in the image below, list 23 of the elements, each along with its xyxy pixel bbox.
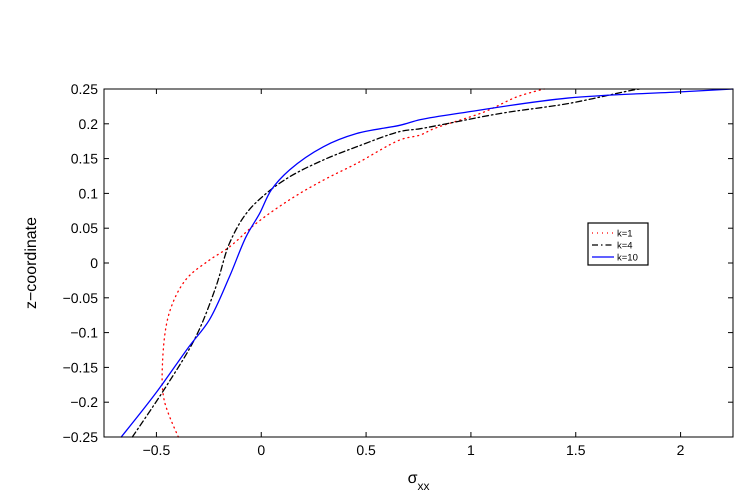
line-series bbox=[120, 88, 734, 438]
x-axis-title: σ$_{xx}$ bbox=[408, 470, 430, 493]
y-tick-label: 0.1 bbox=[78, 185, 98, 202]
y-tick-label: 0.15 bbox=[70, 150, 98, 167]
y-axis-title: z−coordinate bbox=[23, 216, 40, 310]
y-tick-label: −0.15 bbox=[62, 359, 98, 376]
x-tick-label: 1 bbox=[467, 442, 476, 458]
x-tick-label: 1.5 bbox=[566, 442, 586, 458]
x-tick-label: 2 bbox=[676, 442, 685, 458]
x-tick-label: −0.5 bbox=[142, 442, 170, 458]
x-tick-label: 0.5 bbox=[356, 442, 376, 458]
y-tick-label: −0.05 bbox=[62, 290, 98, 306]
y-tick-label: −0.2 bbox=[70, 394, 98, 410]
legend-label: k=10 bbox=[617, 252, 638, 264]
y-tick-label: −0.1 bbox=[70, 324, 98, 341]
y-tick-label: −0.25 bbox=[62, 429, 98, 445]
y-tick-label: 0.05 bbox=[70, 220, 98, 236]
y-tick-label: 0 bbox=[90, 255, 98, 271]
x-tick-label: 0 bbox=[257, 442, 266, 458]
y-tick-label: 0.2 bbox=[78, 116, 98, 132]
legend-label: k=4 bbox=[617, 240, 633, 252]
legend-label: k=1 bbox=[617, 228, 633, 240]
y-tick-label: 0.25 bbox=[70, 81, 98, 97]
